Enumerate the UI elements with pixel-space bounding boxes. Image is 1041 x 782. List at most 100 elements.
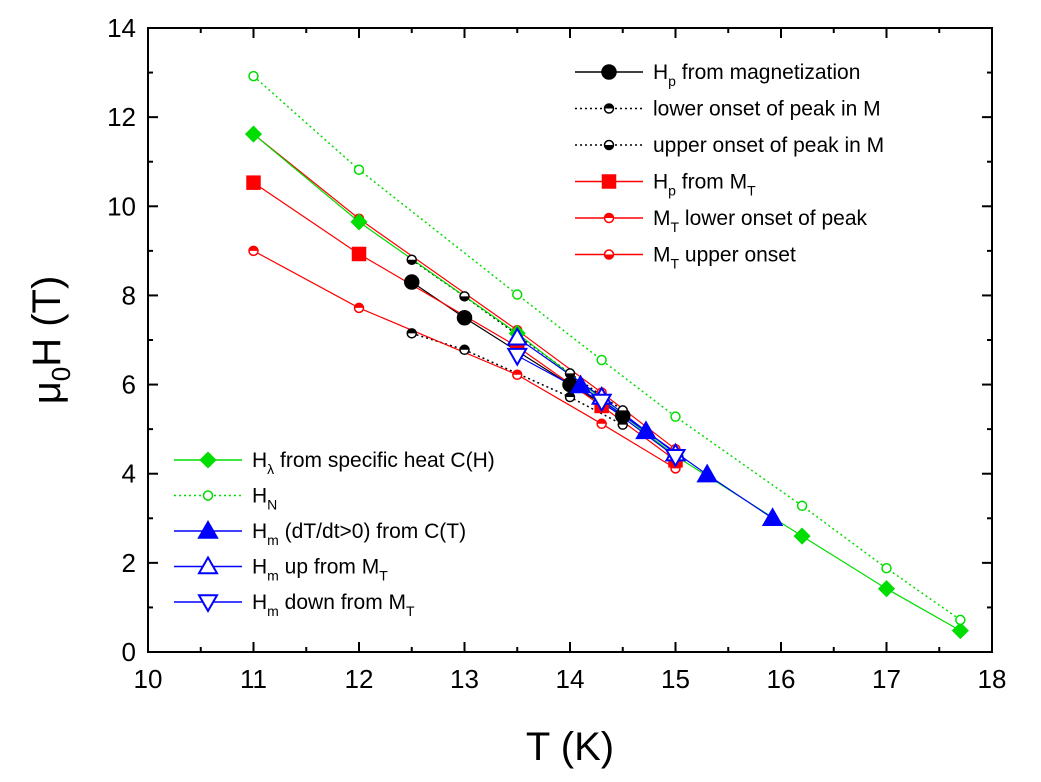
series-1-point <box>459 344 470 356</box>
series-1-point <box>406 328 417 339</box>
series-0-point <box>456 309 473 326</box>
series-2-point <box>406 254 417 266</box>
legend-label-sub: m <box>267 603 279 619</box>
legend-label: Hm (dT/dt>0) from C(T) <box>252 520 466 548</box>
series-2-point <box>459 291 470 302</box>
series-7-point <box>596 354 607 366</box>
plot-frame <box>147 27 993 653</box>
legend-label-part: M <box>653 207 671 230</box>
x-tick-label: 17 <box>872 664 901 694</box>
x-tick-label: 12 <box>345 664 374 694</box>
y-tick-label: 8 <box>122 280 136 310</box>
series-7-point <box>353 164 365 175</box>
legend-label-part: up from M <box>279 556 379 579</box>
legend-marker <box>601 64 617 80</box>
legend-label-part: lower onset of peak in M <box>653 98 881 121</box>
legend-label-sub: m <box>267 568 279 584</box>
legend-label-sub: p <box>668 73 676 89</box>
legend-label: lower onset of peak in M <box>653 98 881 121</box>
series-3-point <box>246 175 261 190</box>
series-6-point <box>951 622 969 640</box>
series-6-point <box>244 125 263 143</box>
legend-label: Hp from magnetization <box>653 61 860 89</box>
y-tick-label: 2 <box>122 548 136 578</box>
legend-label-part: M <box>653 244 671 267</box>
series-10-point <box>664 449 687 468</box>
legend-marker-half <box>604 213 614 218</box>
series-4-point <box>248 245 259 257</box>
legend-label: Hm down from MT <box>252 591 415 619</box>
series-1-point-half <box>407 328 417 334</box>
y-axis-title: μ0H (T) <box>25 276 76 405</box>
x-tick-label: 15 <box>661 664 690 694</box>
series-2-point <box>564 368 576 379</box>
series-9-point <box>506 326 528 346</box>
series-8-point <box>696 463 718 483</box>
legend-marker <box>603 249 615 260</box>
series-7-point <box>881 562 892 574</box>
legend-label-part: from specific heat C(H) <box>274 449 495 472</box>
series-2-point-half <box>618 410 628 415</box>
series-8-point <box>569 374 592 394</box>
legend-label: Hm up from MT <box>252 556 388 584</box>
legend-bottom-left: Hλ from specific heat C(H) HN Hm (dT/dt>0)… <box>174 449 495 619</box>
series-7-line <box>253 75 961 621</box>
series-1-point-half <box>565 392 575 398</box>
legend-label-part: down from M <box>279 591 406 614</box>
legend-label-part: H <box>252 556 267 579</box>
legend-label: MT lower onset of peak <box>653 207 868 235</box>
legend-marker <box>202 490 214 501</box>
legend-label-sub: p <box>668 183 676 199</box>
legend-label-part: from M <box>676 171 747 194</box>
series-4-point-half <box>249 246 258 251</box>
legend-label: Hp from MT <box>653 171 756 199</box>
series-4-point <box>353 302 365 314</box>
series-7-point <box>248 70 259 82</box>
legend-label-sub: T <box>671 219 680 235</box>
legend-label-part: H <box>252 591 267 614</box>
series-8-point <box>761 507 784 527</box>
legend-marker-half <box>604 254 614 259</box>
y-tick-label: 12 <box>107 102 136 132</box>
y-tick-label: 10 <box>107 191 136 221</box>
series-1-point <box>617 419 628 430</box>
series-8-point <box>635 420 657 440</box>
legend-marker-half <box>604 145 614 150</box>
y-tick-label: 0 <box>122 637 136 667</box>
series-7-point <box>512 289 523 300</box>
legend-label: Hλ from specific heat C(H) <box>252 449 495 477</box>
series-7-point <box>955 614 966 626</box>
series-2-point-half <box>565 373 575 378</box>
series-1-point-half <box>618 420 628 425</box>
legend-label-sub: T <box>671 256 680 272</box>
legend-label-sub: T <box>379 568 388 584</box>
axis-tick-labels: 10 11 12 13 14 15 16 17 18 0 2 4 6 8 10 12 14 <box>107 13 1006 694</box>
x-tick-label: 11 <box>240 664 267 694</box>
legend-marker <box>603 103 615 114</box>
series-6-point <box>350 213 368 231</box>
series-4-point <box>596 418 607 430</box>
legend-label-part: H <box>653 61 668 84</box>
legend-label-sub: λ <box>267 461 274 477</box>
legend-marker <box>601 174 617 189</box>
series-10-point <box>506 347 528 367</box>
x-tick-label: 18 <box>978 664 1007 694</box>
legend-label: MT upper onset <box>653 244 796 272</box>
legend-label-part: upper onset <box>679 244 796 267</box>
series-2-point-half <box>460 296 469 301</box>
legend-label: HN <box>252 485 277 513</box>
series-4-point-half <box>597 419 607 424</box>
y-tick-label: 6 <box>122 370 136 400</box>
series-4-point-half <box>354 303 364 308</box>
series-6-line <box>253 133 961 632</box>
legend-label-part: H <box>252 520 267 543</box>
plot-series-lines <box>253 75 961 632</box>
legend-label-part: (dT/dt>0) from C(T) <box>279 520 466 543</box>
legend-label-part: H <box>252 449 267 472</box>
series-10-point <box>590 393 613 413</box>
series-6-point <box>877 580 896 598</box>
series-7-point <box>670 411 681 422</box>
legend-marker <box>197 594 219 614</box>
series-2-point-half <box>407 259 417 265</box>
legend-marker <box>603 212 615 224</box>
